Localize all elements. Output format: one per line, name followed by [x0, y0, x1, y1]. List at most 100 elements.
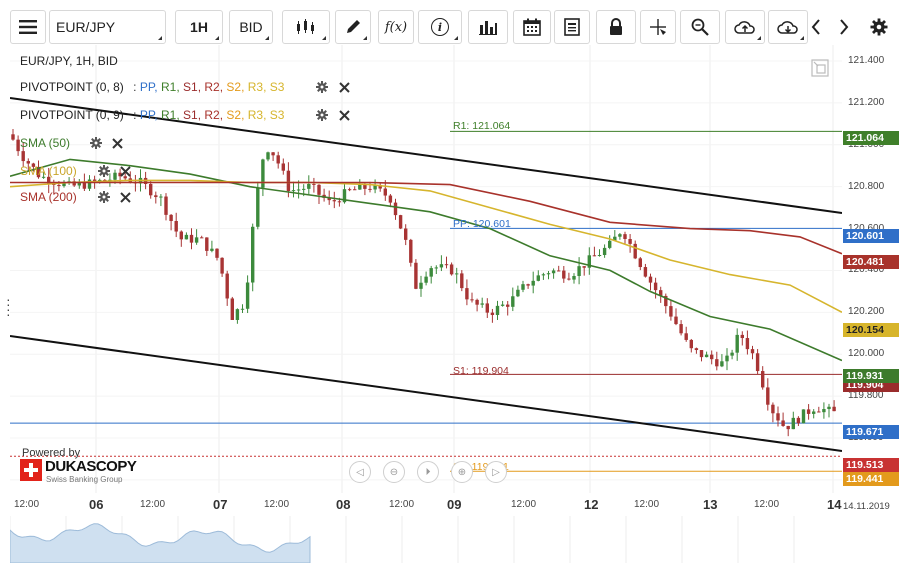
brand-tagline: Swiss Banking Group — [46, 475, 123, 484]
settings-button[interactable] — [866, 10, 892, 44]
scroll-left-button[interactable] — [805, 10, 827, 44]
indicators-button[interactable]: f(x) — [378, 10, 414, 44]
pencil-icon — [347, 20, 360, 33]
sma100-remove-icon[interactable] — [120, 166, 131, 177]
sma100-settings-icon[interactable] — [98, 165, 110, 177]
sma50-remove-icon[interactable] — [112, 138, 123, 149]
overlay-zoom-out-button[interactable]: ⊖ — [383, 461, 405, 483]
period-select[interactable]: 1H — [175, 10, 223, 44]
side-select[interactable]: BID — [229, 10, 273, 44]
candle-body — [541, 274, 546, 276]
candle-body — [245, 282, 250, 309]
upload-button[interactable] — [725, 10, 765, 44]
candle-body — [409, 239, 413, 263]
document-icon — [564, 18, 580, 36]
drawing-tools-button[interactable] — [335, 10, 371, 44]
price-tick-label: 120.200 — [848, 306, 885, 318]
expand-icon[interactable] — [811, 59, 829, 77]
navigator-chart[interactable] — [9, 516, 842, 564]
candle-body — [694, 348, 699, 351]
candle-body — [511, 296, 515, 307]
sma100-legend[interactable]: SMA (100) — [20, 164, 77, 178]
report-button[interactable] — [554, 10, 590, 44]
candle-body — [26, 161, 30, 164]
pp-level-label: PP: 120.601 — [453, 218, 511, 230]
chart-area[interactable]: EUR/JPY, 1H, BID PIVOTPOINT (0, 8) : PP,… — [10, 45, 842, 493]
candle-body — [495, 305, 500, 316]
candle-body — [220, 257, 224, 274]
candle-body — [592, 255, 597, 257]
price-tick-label: 119.800 — [848, 390, 884, 402]
crosshair-button[interactable] — [640, 10, 676, 44]
sma50-settings-icon[interactable] — [90, 137, 102, 149]
lock-button[interactable] — [596, 10, 636, 44]
download-button[interactable] — [768, 10, 808, 44]
candle-body — [286, 170, 291, 192]
sma200-legend[interactable]: SMA (200) — [20, 190, 77, 204]
menu-button[interactable] — [10, 10, 46, 44]
candle-body — [62, 182, 66, 187]
candle-body — [531, 280, 535, 286]
price-chart[interactable] — [10, 45, 842, 493]
s1-level-label: S1: 119.904 — [453, 365, 509, 377]
candle-body — [225, 273, 229, 299]
time-tick-label: 12:00 — [511, 499, 537, 510]
candle-body — [582, 266, 586, 268]
candle-body — [36, 166, 41, 178]
candle-body — [526, 284, 530, 286]
candle-body — [516, 289, 520, 297]
candle-body — [57, 184, 61, 187]
zoom-button[interactable] — [680, 10, 720, 44]
volume-button[interactable] — [468, 10, 508, 44]
cloud-download-icon — [777, 21, 798, 34]
pivot-1-remove-icon[interactable] — [339, 82, 350, 93]
overlay-zoom-in-button[interactable]: ⊕ — [451, 461, 473, 483]
pivot-1-r2: R2, — [204, 80, 224, 94]
time-tick-label: 12 — [584, 497, 599, 512]
overlay-prev-button[interactable]: ◁ — [349, 461, 371, 483]
candle-body — [551, 270, 556, 274]
sma200-remove-icon[interactable] — [120, 192, 131, 203]
toolbar: EUR/JPY 1H BID f(x) i — [0, 0, 903, 53]
candle-body — [608, 240, 612, 248]
sma200-settings-icon[interactable] — [98, 191, 110, 203]
candle-body — [368, 188, 372, 190]
chart-type-button[interactable] — [282, 10, 330, 44]
sma50-legend[interactable]: SMA (50) — [20, 136, 71, 150]
pivot-indicator-2[interactable]: PIVOTPOINT (0, 9) : PP, R1, S1, R2, S2, … — [20, 108, 285, 122]
time-tick-label: 13 — [703, 497, 718, 512]
pivot-indicator-1[interactable]: PIVOTPOINT (0, 8) : PP, R1, S1, R2, S2, … — [20, 80, 285, 94]
scroll-right-button[interactable] — [833, 10, 855, 44]
candle-body — [781, 420, 785, 426]
candle-body — [383, 188, 387, 196]
lower-trend-line — [10, 335, 842, 452]
pivot-1-settings-icon[interactable] — [316, 81, 328, 93]
candle-body — [240, 308, 245, 310]
calendar-icon — [523, 18, 541, 36]
price-axis[interactable]: 121.400121.200121.000120.800120.600120.4… — [842, 45, 903, 493]
time-tick-label: 12:00 — [634, 499, 660, 510]
candle-body — [47, 176, 51, 184]
pivot-2-remove-icon[interactable] — [339, 110, 350, 121]
candle-body — [118, 172, 122, 177]
overlay-latest-button[interactable]: ⏵ — [417, 461, 439, 483]
panel-resize-handle[interactable]: · · · · — [6, 291, 11, 322]
price-tick-label: 120.600 — [848, 223, 884, 234]
calendar-button[interactable] — [513, 10, 551, 44]
pivot-2-s1: S1, — [183, 108, 202, 122]
info-button[interactable]: i — [418, 10, 462, 44]
instrument-label: EUR/JPY — [56, 19, 116, 35]
time-tick-label: 14.11.2019 — [843, 501, 890, 512]
instrument-select[interactable]: EUR/JPY — [49, 10, 166, 44]
info-icon: i — [431, 18, 449, 36]
candle-body — [669, 306, 673, 317]
time-axis[interactable]: 12:00 06 12:00 07 12:00 08 12:00 09 12:00 12 12:00… — [10, 494, 903, 516]
candle-body — [21, 151, 25, 162]
upper-trend-line — [10, 97, 842, 214]
candle-body — [327, 197, 331, 201]
pivot-2-settings-icon[interactable] — [316, 109, 328, 121]
navigator-strip[interactable] — [9, 516, 842, 564]
candle-body — [684, 333, 688, 340]
overlay-next-button[interactable]: ▷ — [485, 461, 507, 483]
sma100-line — [10, 179, 842, 314]
